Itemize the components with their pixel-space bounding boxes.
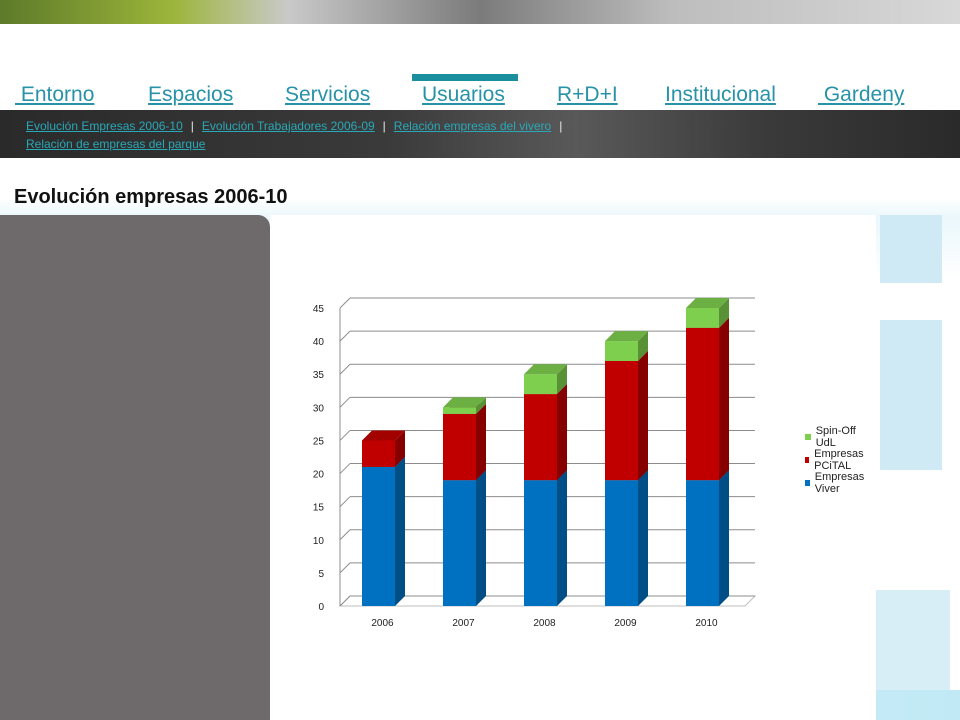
legend-item-viver: Empresas Viver [805, 470, 876, 495]
bar-segment-front [443, 480, 476, 606]
bar-segment-front [605, 480, 638, 606]
y-tick-label: 30 [313, 403, 325, 414]
nav-item-gardeny[interactable]: Gardeny [818, 83, 905, 106]
legend-swatch [805, 433, 811, 440]
gridline-side [339, 562, 351, 574]
bar-segment-front [362, 466, 395, 606]
legend-swatch [805, 479, 810, 486]
x-tick-label: 2007 [452, 618, 475, 629]
bar-segment-side [638, 350, 648, 481]
bar-segment-front [605, 341, 638, 361]
bar-segment-top [605, 331, 648, 342]
nav-item-rdi[interactable]: R+D+I [557, 83, 618, 106]
legend-label: Empresas PCiTAL [814, 447, 864, 472]
subnav-link-relacion-vivero[interactable]: Relación empresas del vivero [393, 119, 552, 133]
gridline-side [339, 330, 351, 342]
bar-segment-side [395, 456, 405, 606]
bar-segment-side [719, 298, 729, 328]
bar-segment-front [524, 480, 557, 606]
gridline-side [339, 430, 351, 441]
legend-item-spin-off: Spin-Off UdL [805, 424, 876, 449]
chart-container: 0 5 10 15 20 25 30 35 40 45 2006 2007 2008 2009 2010 S… [270, 215, 876, 720]
y-tick-label: 40 [313, 337, 325, 348]
bar-segment-side [395, 430, 405, 467]
side-panel [0, 215, 270, 720]
gridline-side [339, 463, 351, 474]
bar-segment-side [719, 470, 729, 606]
active-tab-indicator [412, 74, 518, 81]
stacked-bar-chart: 0 5 10 15 20 25 30 35 40 45 2006 2007 2008 2009 2010 [313, 297, 757, 629]
gridline-side [339, 297, 351, 309]
bar-segment-top [362, 430, 405, 441]
nav-item-entorno[interactable]: Entorno [15, 83, 95, 106]
main-navigation: Entorno Espacios Servicios Usuarios R+D+… [0, 24, 960, 110]
subnav-background [0, 110, 960, 158]
header-band [0, 24, 960, 110]
subnav-link-evolucion-trabajadores[interactable]: Evolución Trabajadores 2006-09 [201, 119, 375, 133]
gridline-side [339, 529, 351, 541]
x-tick-label: 2006 [371, 618, 394, 629]
bar-segment-top [686, 298, 729, 308]
x-tick-label: 2008 [533, 618, 556, 629]
decorative-block [880, 320, 942, 470]
separator: | [382, 119, 386, 133]
nav-item-espacios[interactable]: Espacios [148, 83, 234, 106]
gridline-side [339, 496, 351, 508]
sub-navigation: Evolución Empresas 2006-10 | Evolución Tra… [26, 117, 926, 153]
separator: | [190, 119, 194, 133]
y-tick-label: 35 [313, 370, 325, 381]
bar-segment-side [557, 384, 567, 481]
legend-label: Spin-Off UdL [815, 424, 856, 449]
bar-segment-front [686, 480, 719, 606]
y-tick-label: 5 [318, 569, 324, 580]
subnav-link-relacion-parque[interactable]: Relación de empresas del parque [26, 137, 206, 151]
bar-segment-top [443, 397, 486, 408]
subnav-link-evolucion-empresas[interactable]: Evolución Empresas 2006-10 [26, 119, 183, 133]
y-tick-label: 0 [318, 602, 324, 613]
bar-segment-front [524, 394, 557, 481]
y-tick-label: 25 [313, 436, 325, 447]
separator: | [559, 119, 563, 133]
bar-segment-side [719, 317, 729, 481]
bar-segment-side [557, 470, 567, 606]
nav-item-servicios[interactable]: Servicios [285, 83, 371, 106]
bar-segment-top [524, 364, 567, 375]
gridline-side [339, 595, 351, 607]
gridline-side [339, 396, 351, 408]
nav-item-usuarios[interactable]: Usuarios [422, 83, 505, 106]
bar-segment-side [476, 403, 486, 481]
legend-item-pcital: Empresas PCiTAL [805, 447, 876, 472]
legend-label: Empresas Viver [814, 470, 865, 495]
legend-swatch [805, 456, 810, 463]
bar-segment-side [476, 470, 486, 606]
bar-segment-side [476, 397, 486, 414]
nav-item-institucional[interactable]: Institucional [665, 83, 776, 106]
bar-segment-side [638, 470, 648, 606]
y-tick-label: 45 [313, 304, 325, 315]
bar-segment-front [362, 440, 395, 467]
page-title: Evolución empresas 2006-10 [14, 186, 288, 208]
gridline-side [339, 363, 351, 375]
bar-segment-side [557, 364, 567, 395]
bar-segment-side [638, 331, 648, 361]
y-tick-label: 10 [313, 536, 325, 547]
bar-segment-front [524, 374, 557, 395]
y-tick-label: 15 [313, 503, 325, 514]
y-tick-label: 20 [313, 470, 325, 481]
x-tick-label: 2010 [695, 618, 718, 629]
bar-segment-front [686, 308, 719, 328]
bar-segment-front [605, 360, 638, 481]
header-background-image [0, 0, 960, 24]
bar-segment-front [686, 327, 719, 481]
bar-segment-front [443, 413, 476, 481]
bar-segment-front [443, 407, 476, 414]
chart-legend: Spin-Off UdL Empresas PCiTAL Empresas Vi… [805, 424, 876, 495]
decorative-block [880, 215, 942, 283]
x-tick-label: 2009 [614, 618, 637, 629]
